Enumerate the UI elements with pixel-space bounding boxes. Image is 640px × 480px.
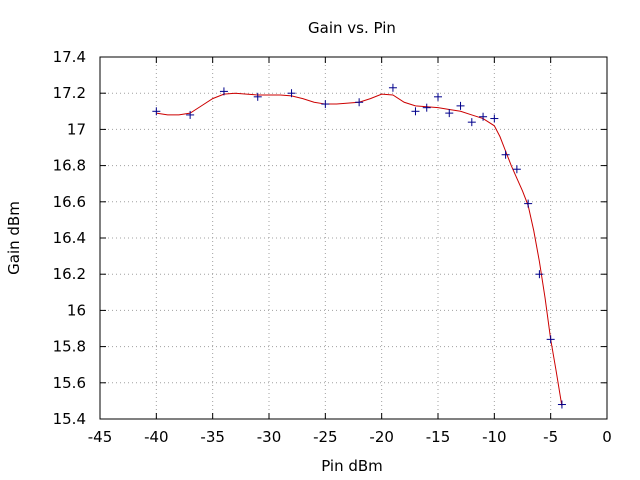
x-tick-label: -20	[369, 428, 394, 446]
data-point	[524, 199, 533, 208]
data-point	[388, 83, 397, 92]
data-point	[287, 89, 296, 98]
x-tick-labels: -45 -40 -35 -30 -25 -20 -15 -10 -5 0	[88, 428, 612, 446]
data-point	[355, 98, 364, 107]
y-tick-label: 17.4	[53, 48, 86, 66]
data-point	[411, 107, 420, 116]
y-tick-label: 16	[67, 301, 86, 319]
y-tick-label: 16.6	[53, 193, 86, 211]
data-points-layer	[152, 83, 566, 409]
data-point	[546, 335, 555, 344]
x-tick-label: -5	[543, 428, 558, 446]
data-point	[434, 92, 442, 101]
x-tick-label: -45	[88, 428, 113, 446]
y-tick-label: 16.8	[53, 157, 86, 175]
x-tick-label: -15	[426, 428, 451, 446]
y-tick-label: 17.2	[53, 84, 86, 102]
data-point	[479, 112, 488, 121]
data-point	[535, 270, 544, 279]
x-tick-label: -30	[257, 428, 282, 446]
data-point	[490, 114, 499, 123]
data-point	[445, 109, 454, 118]
fit-line-layer	[156, 92, 563, 407]
data-point	[456, 101, 465, 110]
y-tick-label: 16.2	[53, 265, 86, 283]
data-point	[321, 100, 330, 109]
y-tick-label: 15.8	[53, 338, 86, 356]
y-axis-title: Gain dBm	[5, 201, 23, 275]
data-point	[219, 87, 228, 96]
data-point	[512, 165, 521, 174]
y-tick-label: 16.4	[53, 229, 86, 247]
x-tick-label: -40	[144, 428, 169, 446]
data-point	[253, 92, 262, 101]
y-tick-label: 17	[67, 120, 86, 138]
x-tick-label: -10	[482, 428, 507, 446]
axis-ticks	[99, 56, 608, 420]
x-tick-label: -25	[313, 428, 338, 446]
chart-title: Gain vs. Pin	[308, 19, 396, 37]
grid-lines	[100, 57, 607, 419]
y-tick-label: 15.6	[53, 374, 86, 392]
data-point	[557, 400, 566, 409]
data-point	[501, 150, 510, 159]
data-point	[152, 107, 161, 116]
data-point	[467, 118, 476, 127]
data-point	[422, 103, 431, 112]
y-tick-labels: 15.4 15.6 15.8 16 16.2 16.4 16.6 16.8 17 17.2 17.4	[53, 48, 86, 428]
fit-line	[156, 92, 563, 407]
x-tick-label: -35	[200, 428, 225, 446]
data-point	[186, 110, 195, 119]
x-axis-title: Pin dBm	[321, 457, 383, 475]
y-tick-label: 15.4	[53, 410, 86, 428]
x-tick-label: 0	[602, 428, 612, 446]
